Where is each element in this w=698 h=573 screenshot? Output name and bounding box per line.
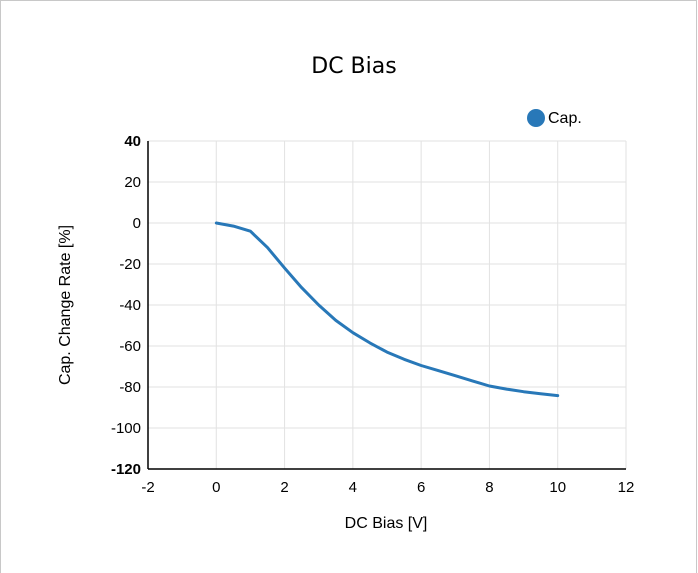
chart-title: DC Bias <box>311 54 396 79</box>
y-tick-label: 40 <box>124 133 141 150</box>
y-tick-label: -60 <box>119 338 141 355</box>
x-tick-label: 2 <box>280 479 288 496</box>
y-tick-label: -40 <box>119 297 141 314</box>
legend-marker <box>527 109 545 127</box>
series-lines <box>214 221 560 398</box>
x-tick-label: 4 <box>349 479 357 496</box>
axes <box>147 141 626 470</box>
y-tick-label: -120 <box>111 461 141 478</box>
x-tick-label: 10 <box>549 479 566 496</box>
x-tick-label: 12 <box>618 479 635 496</box>
y-tick-label: 20 <box>124 174 141 191</box>
x-axis-label: DC Bias [V] <box>345 515 428 532</box>
x-tick-label: 6 <box>417 479 425 496</box>
y-tick-label: -100 <box>111 420 141 437</box>
legend-label: Cap. <box>548 110 582 127</box>
y-tick-label: 0 <box>133 215 141 232</box>
series-line-0 <box>214 221 560 398</box>
grid-lines <box>148 140 627 469</box>
y-axis-label: Cap. Change Rate [%] <box>57 225 74 385</box>
x-tick-label: -2 <box>141 479 154 496</box>
x-tick-label: 8 <box>485 479 493 496</box>
y-tick-label: -80 <box>119 379 141 396</box>
legend: Cap. <box>527 109 582 127</box>
y-tick-label: -20 <box>119 256 141 273</box>
x-tick-label: 0 <box>212 479 220 496</box>
